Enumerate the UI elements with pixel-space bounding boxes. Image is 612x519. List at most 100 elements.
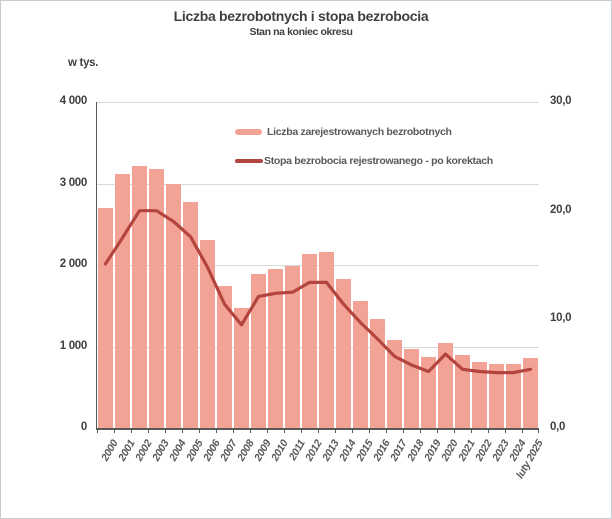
chart-subtitle: Stan na koniec okresu (249, 26, 353, 38)
bar-2000 (97, 207, 114, 428)
left-axis-unit-label: w tys. (68, 57, 99, 69)
x-label-2003: 2003 (149, 438, 172, 464)
left-tick-2000: 2 000 (59, 258, 88, 270)
x-label-2007: 2007 (217, 438, 240, 464)
x-label-2002: 2002 (132, 438, 155, 464)
x-axis-tick (335, 428, 336, 433)
bar-2011 (284, 266, 301, 428)
x-axis-tick (386, 428, 387, 433)
gridline-4000 (97, 102, 539, 103)
x-label-2011: 2011 (286, 438, 308, 463)
bar-2019 (420, 357, 437, 428)
bar-2021 (454, 355, 471, 428)
x-label-2008: 2008 (234, 438, 257, 464)
x-axis-tick (148, 428, 149, 433)
bar-2015 (352, 300, 369, 428)
x-axis-tick (301, 428, 302, 433)
bar-2016 (369, 319, 386, 428)
right-tick-20: 20,0 (550, 203, 572, 216)
x-label-2021: 2021 (455, 438, 478, 464)
x-axis-tick (114, 428, 115, 433)
bar-2009 (250, 273, 267, 428)
x-axis-tick (471, 428, 472, 433)
x-label-2017: 2017 (387, 438, 410, 464)
bar-series-swatch (235, 129, 262, 135)
x-axis-tick (403, 428, 404, 433)
line-series-label: Stopa bezrobocia rejestrowanego - po kor… (264, 155, 493, 167)
legend-item-line: Stopa bezrobocia rejestrowanego - po kor… (235, 155, 493, 167)
x-axis-tick (522, 428, 523, 433)
x-label-2015: 2015 (353, 438, 376, 464)
x-label-2001: 2001 (115, 438, 138, 464)
x-axis-tick (182, 428, 183, 433)
x-axis-tick (216, 428, 217, 433)
x-label-2010: 2010 (268, 438, 291, 464)
x-label-2000: 2000 (98, 438, 121, 464)
x-axis-tick (97, 428, 98, 433)
bar-2023 (488, 363, 505, 428)
x-axis-tick (505, 428, 506, 433)
bar-2004 (165, 183, 182, 428)
bar-2002 (131, 165, 148, 428)
bar-2014 (335, 279, 352, 428)
bar-series-label: Liczba zarejestrowanych bezrobotnych (267, 126, 452, 138)
plot-area (96, 102, 539, 433)
x-axis-tick (131, 428, 132, 433)
right-tick-0: 0,0 (550, 421, 566, 433)
x-axis-tick (538, 428, 539, 433)
x-axis-tick (369, 428, 370, 433)
x-label-2023: 2023 (489, 438, 512, 464)
x-axis-tick (250, 428, 251, 433)
legend-item-bars: Liczba zarejestrowanych bezrobotnych (235, 126, 493, 138)
bar-2007 (216, 285, 233, 428)
bar-2006 (199, 239, 216, 428)
gridline-3000 (97, 183, 539, 185)
right-tick-30: 30,0 (550, 95, 572, 107)
x-axis-tick (437, 428, 438, 433)
bar-2022 (471, 361, 488, 428)
legend: Liczba zarejestrowanych bezrobotnych Sto… (235, 126, 493, 167)
x-label-2009: 2009 (251, 438, 274, 464)
bar-2003 (148, 169, 165, 428)
x-label-2005: 2005 (183, 438, 206, 464)
x-axis-tick (165, 428, 166, 433)
x-axis-tick (454, 428, 455, 433)
x-label-2022: 2022 (472, 438, 495, 464)
x-label-2018: 2018 (404, 438, 427, 464)
bar-2017 (386, 339, 403, 428)
x-axis-tick (318, 428, 319, 433)
bar-2008 (233, 307, 250, 428)
x-label-2020: 2020 (438, 438, 461, 464)
x-axis-tick (352, 428, 353, 433)
rate-line-layer (103, 209, 533, 375)
chart-title: Liczba bezrobotnych i stopa bezrobocia (173, 8, 429, 24)
left-tick-1000: 1 000 (59, 339, 88, 352)
bar-2024 (505, 363, 522, 428)
x-label-2012: 2012 (302, 438, 325, 464)
bar-2018 (403, 349, 420, 428)
x-axis-tick (199, 428, 200, 433)
x-label-2016: 2016 (370, 438, 393, 464)
bar-2010 (267, 268, 284, 428)
rate-line (103, 209, 533, 375)
right-tick-10: 10,0 (550, 312, 572, 325)
bar-2012 (301, 253, 318, 428)
x-axis-tick (420, 428, 421, 433)
x-axis-tick (284, 428, 285, 433)
x-axis-tick (267, 428, 268, 433)
bar-2001 (114, 174, 131, 428)
x-axis-tick (233, 428, 234, 433)
gridline-2000 (97, 265, 539, 266)
x-axis-tick (488, 428, 489, 433)
x-label-2019: 2019 (421, 438, 444, 464)
gridline-1000 (97, 346, 539, 348)
x-label-2004: 2004 (166, 438, 189, 464)
bar-2013 (318, 252, 335, 428)
left-tick-4000: 4 000 (59, 95, 88, 107)
x-label-2014: 2014 (336, 438, 359, 464)
line-series-swatch (235, 159, 263, 163)
x-label-2013: 2013 (319, 438, 342, 464)
left-tick-3000: 3 000 (59, 176, 88, 189)
bar-luty 2025 (522, 358, 539, 428)
